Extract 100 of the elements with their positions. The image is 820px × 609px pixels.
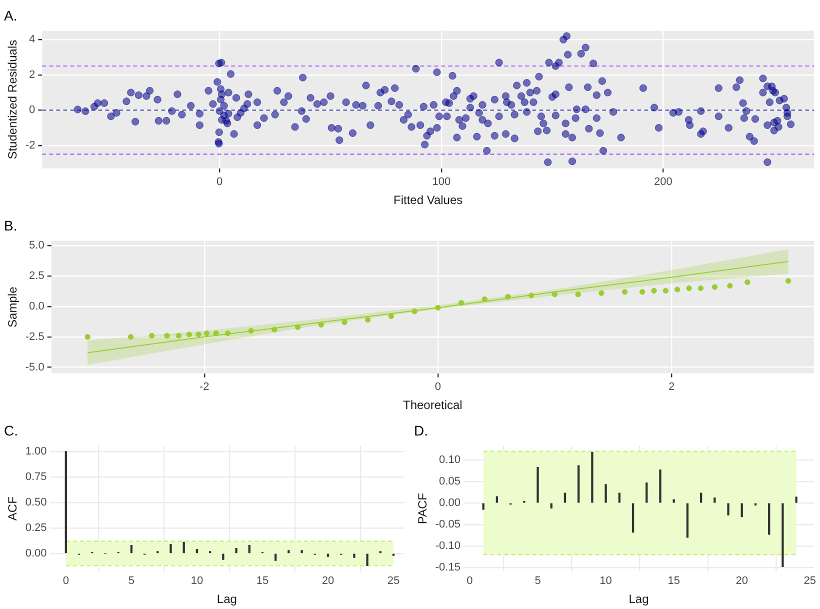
point: [318, 322, 324, 328]
point: [727, 282, 733, 289]
x-tick-label: 100: [432, 176, 451, 188]
x-tick-label: 25: [387, 575, 400, 588]
point: [528, 292, 534, 298]
point: [712, 284, 718, 290]
y-tick-label: 0.00: [439, 497, 460, 510]
x-axis-title: Lag: [216, 592, 237, 606]
point: [176, 332, 182, 339]
bar: [366, 554, 368, 566]
point: [662, 288, 669, 294]
y-tick-label: 2.5: [29, 270, 44, 282]
y-axis-title: ACF: [6, 496, 20, 521]
y-tick-label: 0.50: [25, 496, 47, 509]
bar: [672, 499, 675, 503]
bar: [740, 503, 743, 518]
point: [365, 317, 371, 323]
x-axis-title: Theoretical: [402, 398, 462, 412]
point: [204, 330, 210, 336]
point: [622, 289, 628, 295]
point: [686, 285, 692, 292]
point: [294, 324, 301, 330]
point: [128, 334, 134, 340]
chart-title: B.: [4, 217, 18, 234]
x-tick-label: 5: [534, 575, 541, 588]
bar: [248, 544, 250, 554]
x-tick-label: 0: [216, 176, 223, 188]
chart-title: D.: [414, 422, 428, 438]
bar: [578, 465, 580, 503]
x-axis-title: Fitted Values: [394, 193, 463, 208]
y-tick-label: -2: [25, 140, 36, 152]
x-tick-label: 0: [466, 575, 473, 588]
x-tick-label: 15: [668, 575, 680, 588]
x-tick-label: -2: [199, 381, 210, 394]
y-tick-label: 0: [29, 104, 36, 116]
bar: [353, 554, 356, 558]
bar: [727, 503, 730, 516]
y-axis-title: Sample: [6, 286, 20, 328]
y-tick-label: -0.15: [435, 562, 460, 574]
y-tick-label: 5.0: [29, 240, 44, 252]
point: [458, 300, 464, 306]
y-tick-label: -5.0: [25, 361, 44, 374]
point: [196, 332, 202, 338]
y-tick-label: 0.00: [25, 547, 47, 560]
bar: [536, 466, 539, 503]
bar: [326, 554, 330, 557]
x-tick-label: 10: [600, 575, 612, 588]
y-axis-title: PACF: [416, 493, 430, 524]
bar: [288, 550, 290, 554]
y-tick-label: -2.5: [25, 330, 44, 343]
x-tick-label: 0: [62, 575, 69, 588]
bar: [274, 554, 277, 561]
x-tick-label: 20: [736, 575, 748, 588]
bar: [686, 503, 689, 538]
bar: [496, 496, 498, 503]
point: [412, 308, 418, 314]
point: [388, 313, 394, 320]
bar: [646, 482, 648, 503]
point: [575, 291, 581, 298]
point: [435, 304, 441, 311]
point: [272, 326, 278, 332]
x-tick-label: 25: [804, 575, 816, 588]
x-tick-label: 15: [256, 575, 269, 588]
point: [598, 290, 604, 296]
x-tick-label: 5: [128, 575, 135, 588]
point: [148, 332, 155, 339]
chart-title: A.: [4, 7, 18, 24]
bar: [222, 554, 224, 560]
y-tick-label: 0.10: [439, 454, 460, 466]
point: [186, 332, 192, 338]
y-tick-label: 4: [29, 34, 36, 46]
bar: [604, 484, 607, 503]
point: [84, 334, 90, 340]
bar: [632, 503, 634, 533]
bar: [768, 503, 770, 535]
y-tick-label: 0.0: [29, 300, 44, 313]
bar: [300, 550, 303, 554]
point: [213, 330, 219, 336]
bar: [182, 542, 185, 554]
point: [785, 278, 792, 284]
point: [342, 319, 348, 326]
point: [164, 332, 170, 339]
x-tick-label: 10: [190, 575, 204, 588]
x-tick-label: 200: [654, 176, 672, 188]
bar: [235, 548, 238, 554]
bar: [782, 503, 784, 567]
point: [482, 296, 488, 302]
x-tick-label: 2: [668, 381, 675, 394]
y-tick-label: 0.25: [25, 522, 47, 534]
y-axis-title: Studentized Residuals: [6, 40, 20, 160]
x-tick-label: 20: [322, 575, 334, 588]
point: [744, 279, 750, 286]
point: [674, 286, 680, 292]
point: [552, 291, 558, 298]
y-tick-label: -0.05: [435, 518, 460, 531]
bar: [591, 452, 594, 503]
point: [505, 294, 511, 300]
bar: [170, 544, 172, 554]
point: [698, 285, 704, 292]
y-tick-label: 1.00: [25, 446, 47, 458]
